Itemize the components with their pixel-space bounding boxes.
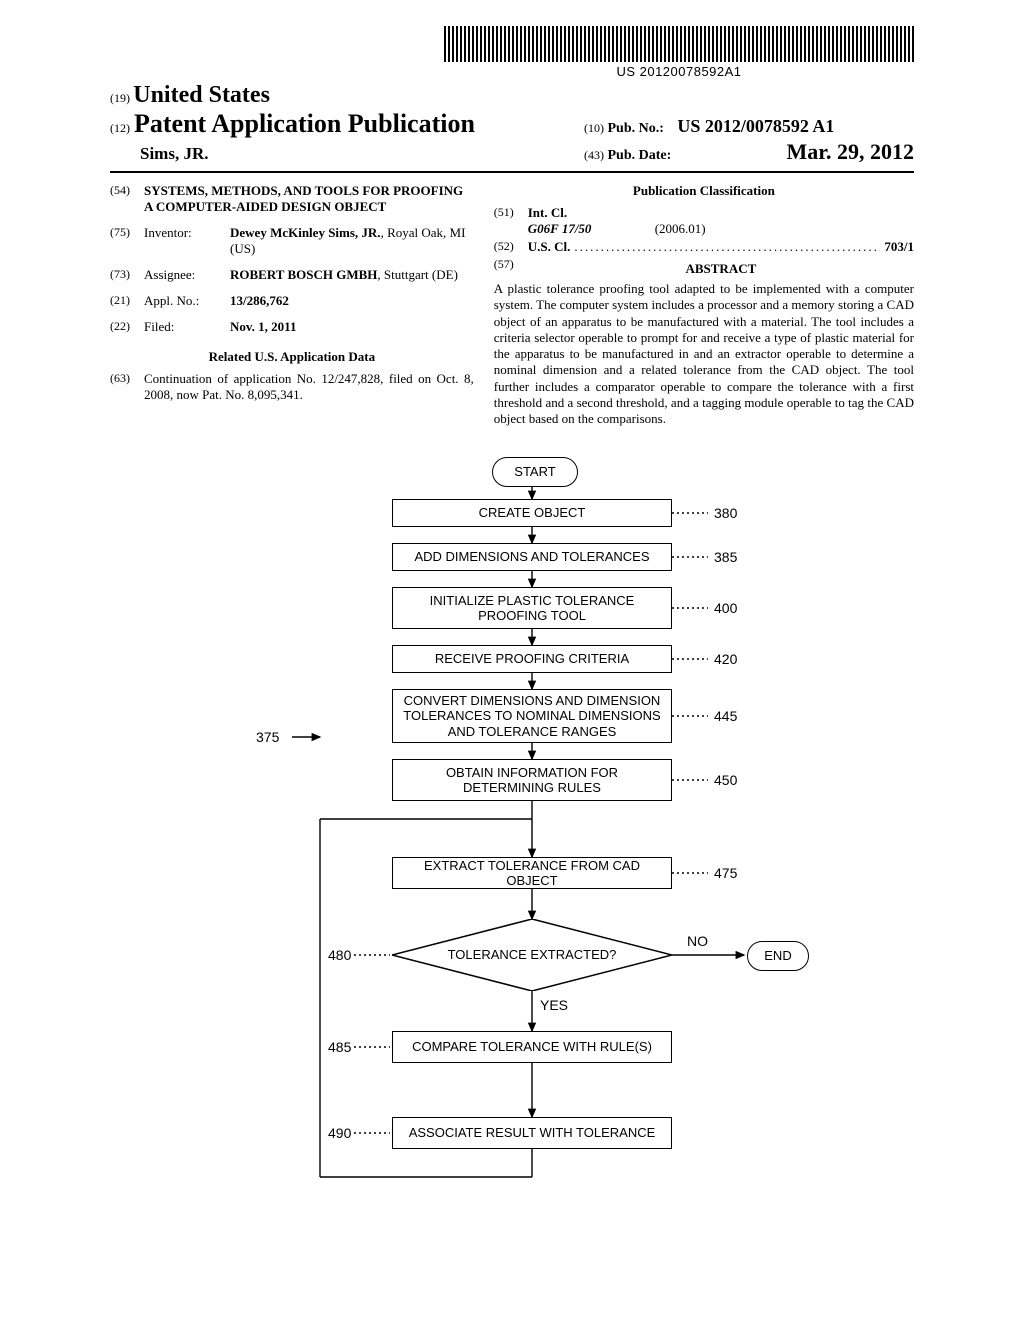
barcode-text: US 20120078592A1 xyxy=(444,64,914,79)
flowchart-step-2: INITIALIZE PLASTIC TOLERANCE PROOFING TO… xyxy=(392,587,672,629)
assignee-rest: , Stuttgart (DE) xyxy=(377,267,458,282)
pubno-num: (10) xyxy=(584,121,604,135)
filed-num: (22) xyxy=(110,319,144,335)
uscl-dots: ........................................… xyxy=(574,239,880,255)
header-rule xyxy=(110,171,914,173)
pubdate-label: Pub. Date: xyxy=(608,148,672,163)
assignee-num: (73) xyxy=(110,267,144,283)
flowchart-step-8: COMPARE TOLERANCE WITH RULE(S) xyxy=(392,1031,672,1063)
flowchart-ref-5: 450 xyxy=(714,772,737,788)
flowchart-ref-6: 475 xyxy=(714,865,737,881)
flowchart-ref-0: 380 xyxy=(714,505,737,521)
flowchart-step-3: RECEIVE PROOFING CRITERIA xyxy=(392,645,672,673)
flowchart-ref-9: 490 xyxy=(328,1125,351,1141)
patent-header: (19) United States (12) Patent Applicati… xyxy=(110,82,914,173)
pubdate-value: Mar. 29, 2012 xyxy=(786,139,914,165)
barcode xyxy=(444,26,914,62)
applno-num: (21) xyxy=(110,293,144,309)
publication-title: Patent Application Publication xyxy=(134,109,475,138)
flowchart-yes-label: YES xyxy=(540,997,568,1013)
inventor-num: (75) xyxy=(110,225,144,257)
applno-value: 13/286,762 xyxy=(230,293,474,309)
flowchart-ref-7: 480 xyxy=(328,947,351,963)
inventor-name: Dewey McKinley Sims, JR. xyxy=(230,225,381,240)
flowchart-step-9: ASSOCIATE RESULT WITH TOLERANCE xyxy=(392,1117,672,1149)
flowchart-ref-8: 485 xyxy=(328,1039,351,1055)
pub-num: (12) xyxy=(110,121,130,135)
flowchart: START CREATE OBJECT 380 ADD DIMENSIONS A… xyxy=(192,457,832,1247)
abstract-num: (57) xyxy=(494,257,528,281)
filed-label: Filed: xyxy=(144,319,230,335)
flowchart-ref-2: 400 xyxy=(714,600,737,616)
intcl-code: G06F 17/50 xyxy=(528,221,592,236)
abstract-text: A plastic tolerance proofing tool adapte… xyxy=(494,281,914,427)
flowchart-step-0: CREATE OBJECT xyxy=(392,499,672,527)
uscl-num: (52) xyxy=(494,239,528,255)
flowchart-label-375: 375 xyxy=(256,729,279,745)
flowchart-ref-3: 420 xyxy=(714,651,737,667)
filed-value: Nov. 1, 2011 xyxy=(230,319,474,335)
flowchart-start: START xyxy=(492,457,578,487)
invention-title: SYSTEMS, METHODS, AND TOOLS FOR PROOFING… xyxy=(144,183,474,215)
country: United States xyxy=(133,82,270,108)
assignee-name: ROBERT BOSCH GMBH xyxy=(230,267,377,282)
flowchart-ref-4: 445 xyxy=(714,708,737,724)
flowchart-no-label: NO xyxy=(687,933,708,949)
flowchart-step-4: CONVERT DIMENSIONS AND DIMENSION TOLERAN… xyxy=(392,689,672,743)
uscl-label: U.S. Cl. xyxy=(528,239,571,255)
title-num: (54) xyxy=(110,183,144,215)
continuation-text: Continuation of application No. 12/247,8… xyxy=(144,371,474,403)
continuation-num: (63) xyxy=(110,371,144,403)
intcl-label: Int. Cl. xyxy=(528,205,567,220)
barcode-region: US 20120078592A1 xyxy=(444,26,914,79)
intcl-num: (51) xyxy=(494,205,528,237)
related-heading: Related U.S. Application Data xyxy=(110,349,474,365)
applno-label: Appl. No.: xyxy=(144,293,230,309)
pubno-label: Pub. No.: xyxy=(608,121,664,136)
flowchart-end: END xyxy=(747,941,809,971)
country-num: (19) xyxy=(110,91,130,105)
flowchart-step-1: ADD DIMENSIONS AND TOLERANCES xyxy=(392,543,672,571)
bibliographic-columns: (54) SYSTEMS, METHODS, AND TOOLS FOR PRO… xyxy=(110,183,914,427)
assignee-label: Assignee: xyxy=(144,267,230,283)
pubno-value: US 2012/0078592 A1 xyxy=(677,116,834,136)
classification-heading: Publication Classification xyxy=(494,183,914,199)
flowchart-ref-1: 385 xyxy=(714,549,737,565)
intcl-date: (2006.01) xyxy=(655,221,706,236)
left-column: (54) SYSTEMS, METHODS, AND TOOLS FOR PRO… xyxy=(110,183,474,427)
flowchart-decision-shape xyxy=(392,919,672,991)
author: Sims, JR. xyxy=(140,144,208,164)
abstract-heading: ABSTRACT xyxy=(528,261,914,277)
inventor-label: Inventor: xyxy=(144,225,230,257)
flowchart-step-5: OBTAIN INFORMATION FOR DETERMINING RULES xyxy=(392,759,672,801)
right-column: Publication Classification (51) Int. Cl.… xyxy=(494,183,914,427)
flowchart-step-6: EXTRACT TOLERANCE FROM CAD OBJECT xyxy=(392,857,672,889)
uscl-value: 703/1 xyxy=(884,239,914,255)
pubdate-num: (43) xyxy=(584,148,604,162)
